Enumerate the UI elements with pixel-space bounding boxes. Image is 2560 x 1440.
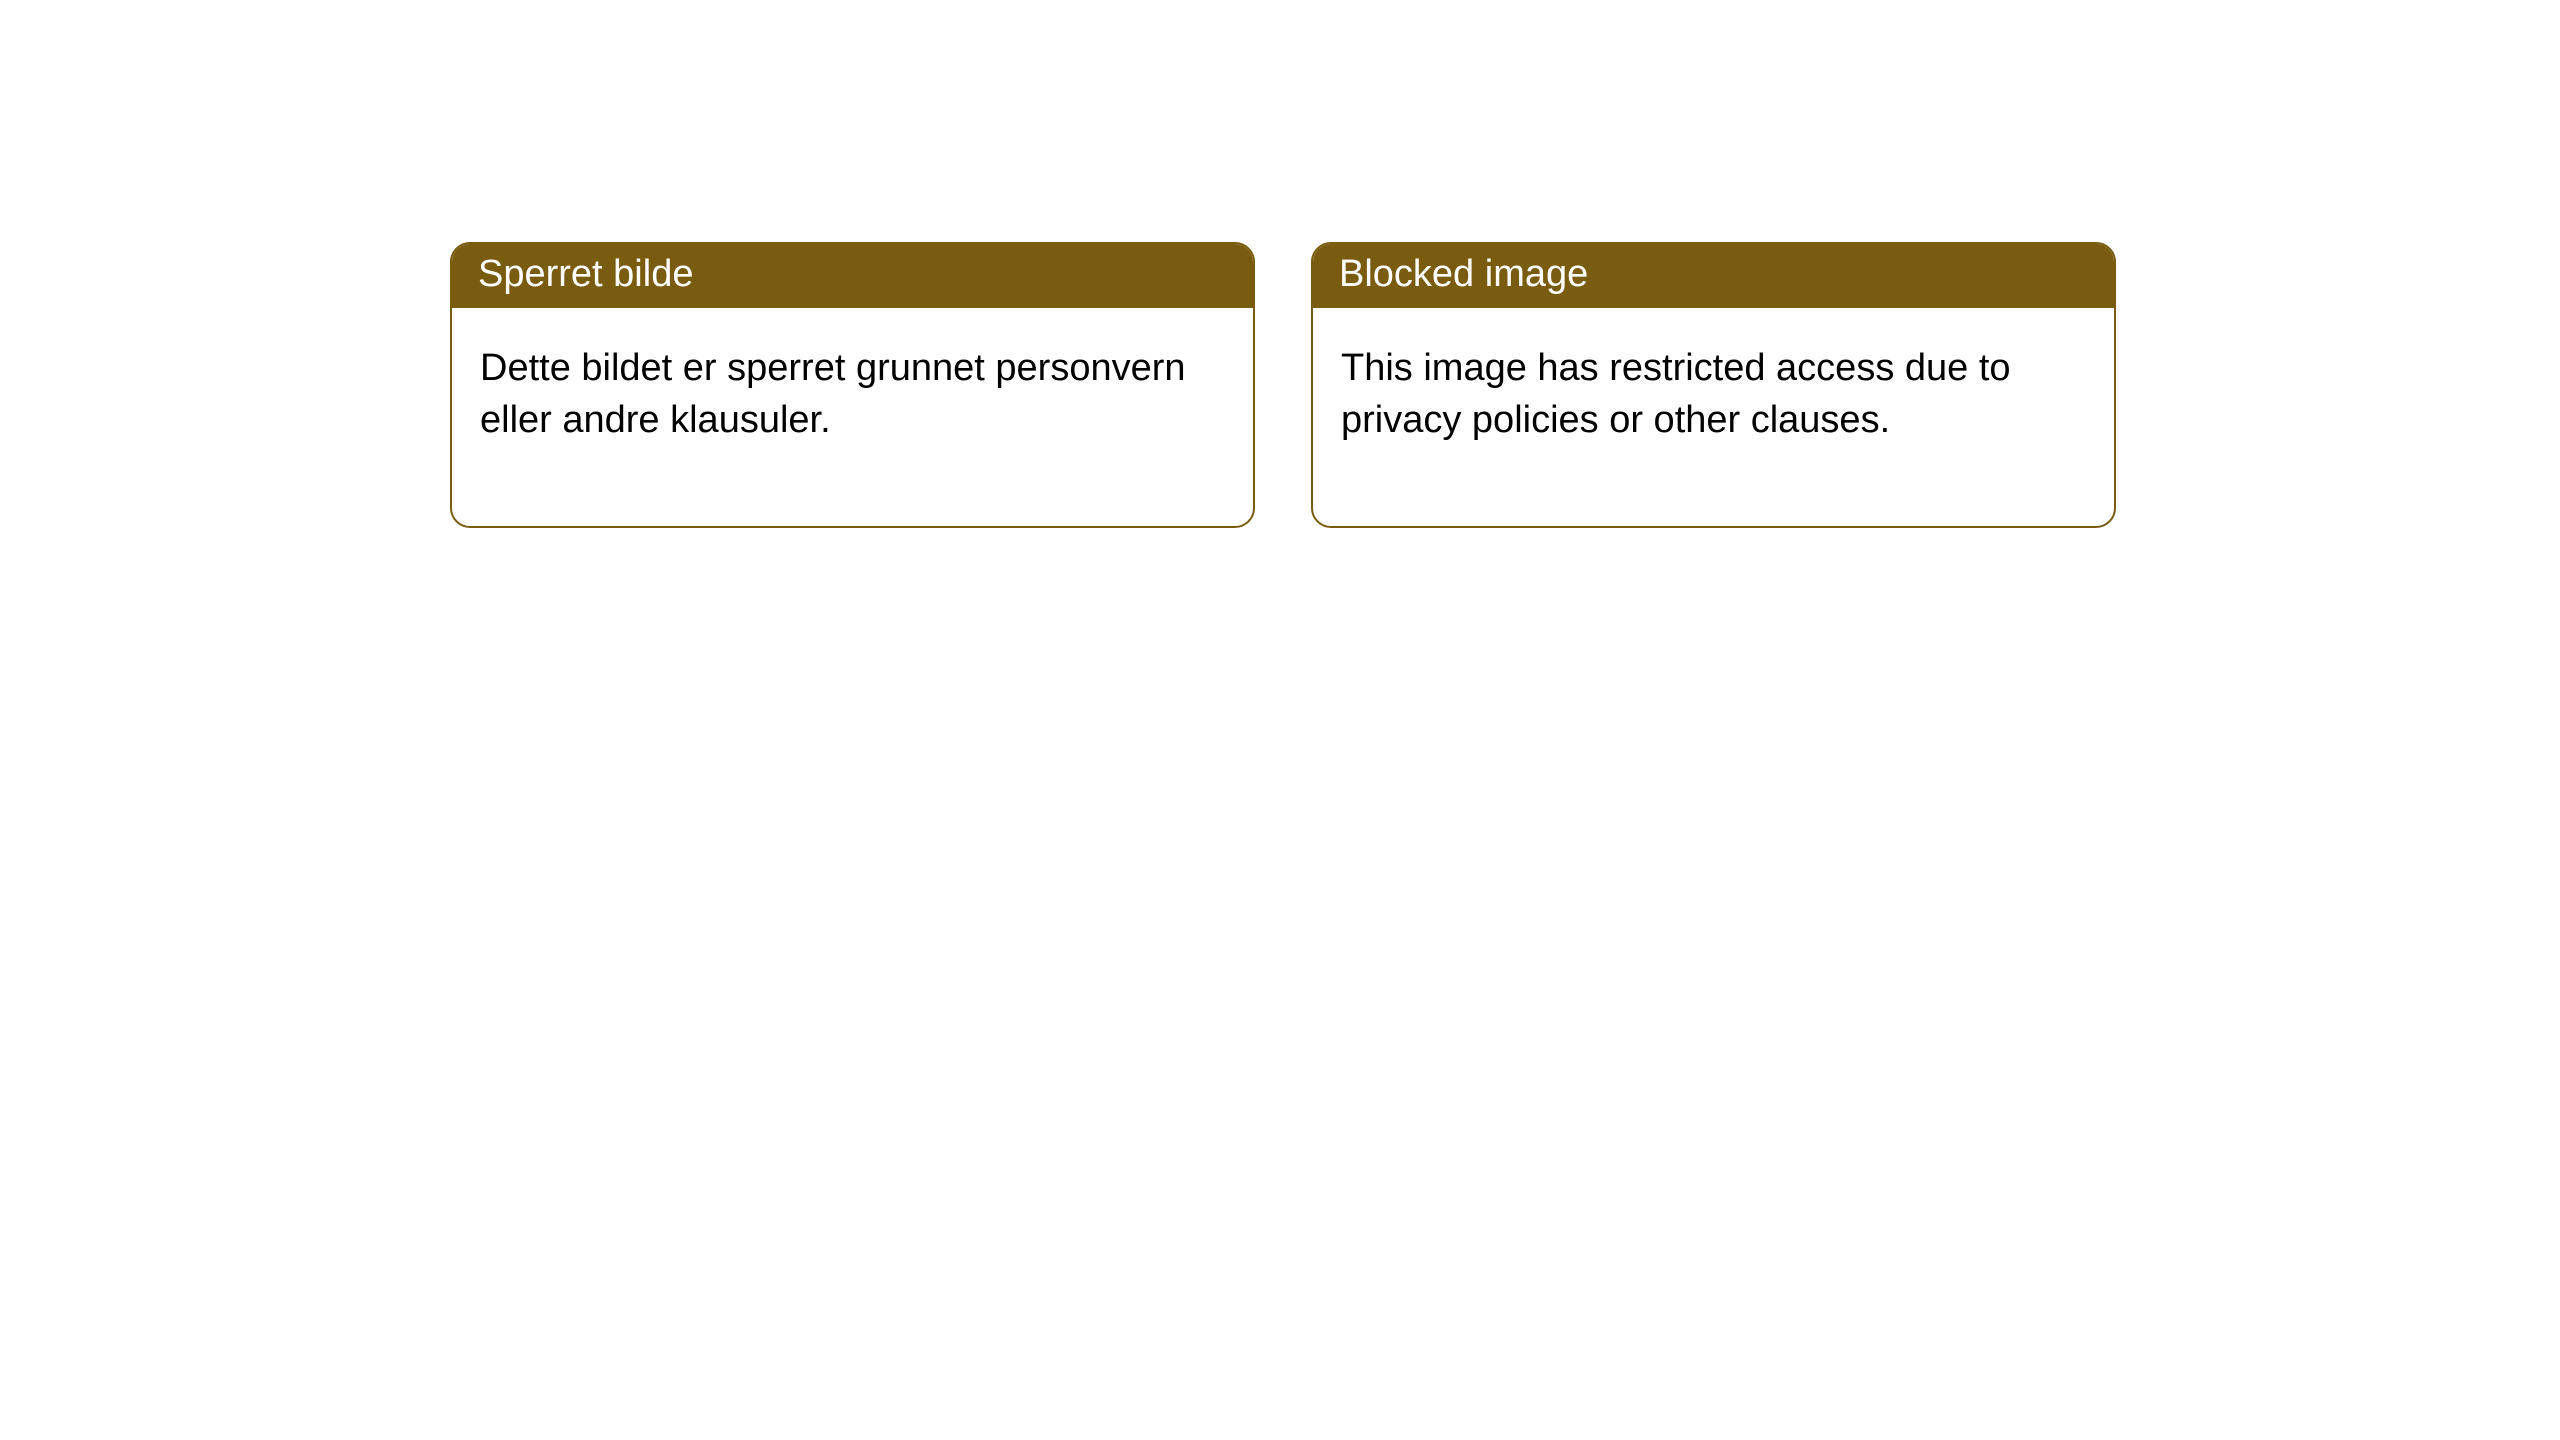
notice-title: Blocked image — [1313, 244, 2114, 308]
notice-body: This image has restricted access due to … — [1313, 308, 2114, 527]
notice-container: Sperret bilde Dette bildet er sperret gr… — [0, 0, 2560, 528]
notice-card-norwegian: Sperret bilde Dette bildet er sperret gr… — [450, 242, 1255, 528]
notice-title: Sperret bilde — [452, 244, 1253, 308]
notice-card-english: Blocked image This image has restricted … — [1311, 242, 2116, 528]
notice-body: Dette bildet er sperret grunnet personve… — [452, 308, 1253, 527]
